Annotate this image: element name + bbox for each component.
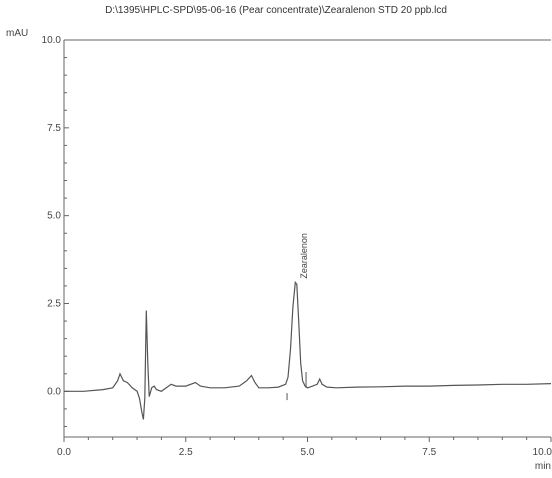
- x-tick-label: 10.0: [533, 447, 552, 458]
- y-tick-label: 2.5: [47, 298, 61, 309]
- x-tick-label: 7.5: [422, 447, 436, 458]
- x-tick-label: 0.0: [57, 447, 71, 458]
- x-tick-label: 5.0: [301, 447, 315, 458]
- x-tick-label: 2.5: [179, 447, 193, 458]
- x-axis-label: min: [535, 461, 551, 472]
- annotations-group: Zearalenon: [286, 233, 309, 401]
- y-tick-label: 7.5: [47, 123, 61, 134]
- chromatogram-trace: [64, 280, 552, 420]
- series-group: [64, 280, 552, 420]
- ticks-group: 0.0 2.5 5.0 7.5 10.0 0.0 2.5 5.0 7.5 10.0 mAU min: [6, 28, 552, 472]
- chart-title: D:\1395\HPLC-SPD\95-06-16 (Pear concentr…: [105, 5, 447, 16]
- y-tick-label: 5.0: [47, 211, 61, 222]
- y-axis-label: mAU: [6, 28, 28, 39]
- y-tick-label: 10.0: [42, 35, 62, 46]
- y-tick-label: 0.0: [47, 386, 61, 397]
- peak-annotation-label: Zearalenon: [299, 233, 309, 279]
